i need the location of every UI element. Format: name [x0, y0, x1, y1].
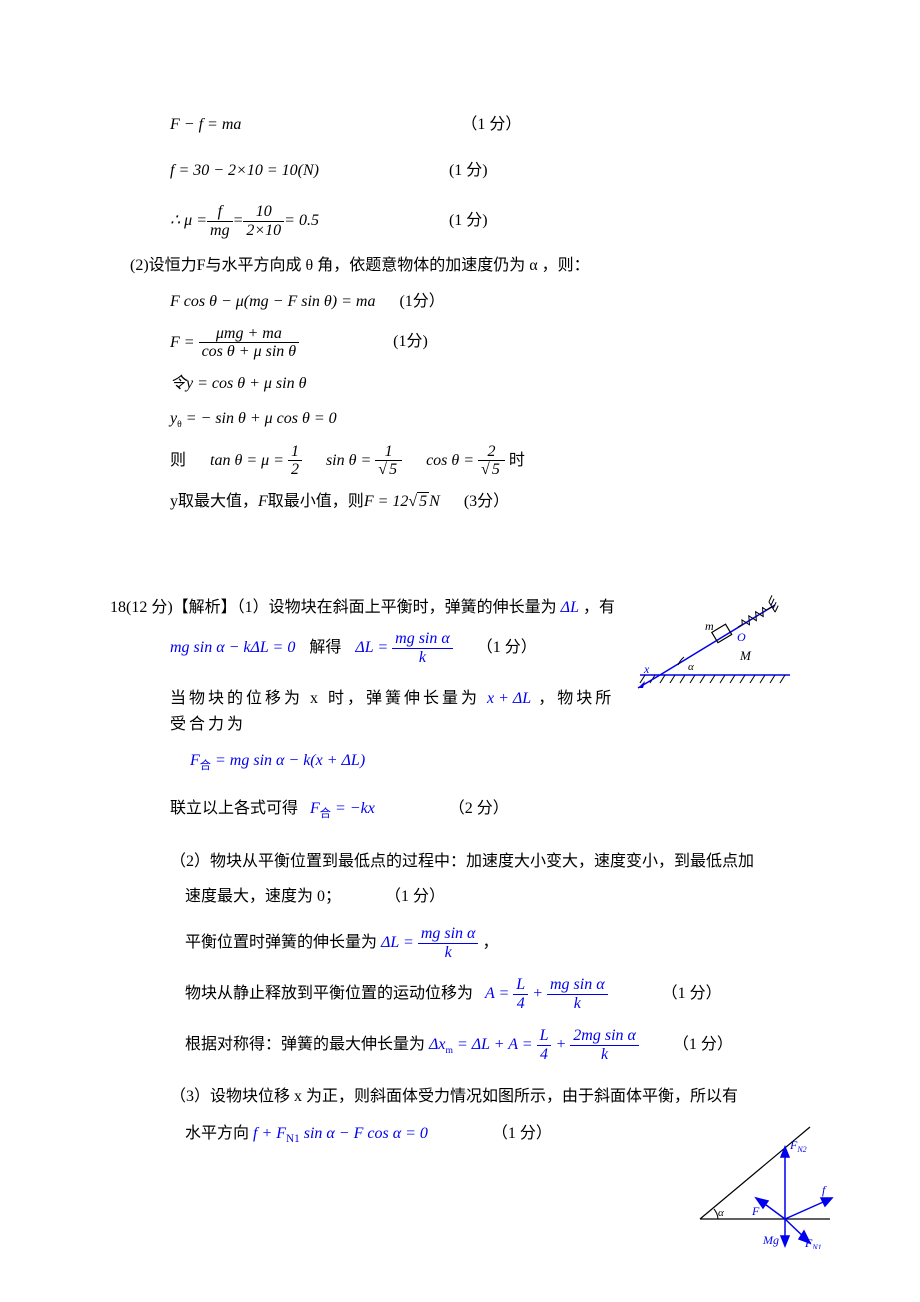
svg-text:F: F — [751, 1204, 760, 1218]
part2-eq5: 则 tan θ = μ = 12 sin θ = 1√5 cos θ = 2√5… — [170, 443, 800, 479]
formula: F − f = ma — [170, 112, 241, 138]
part2-eq2: F = μmg + ma cos θ + μ sin θ (1分) — [170, 325, 800, 361]
score: (1分） — [399, 293, 444, 310]
formula: f = 30 − 2×10 = 10(N) — [170, 158, 319, 184]
q18-p2-line2: 速度最大，速度为 0； （1 分） — [185, 884, 800, 910]
q18-header: 18(12 分)【解析】（1）设物块在斜面上平衡时，弹簧的伸长量为 — [110, 599, 557, 616]
q18-p2-eq1: 平衡位置时弹簧的伸长量为 ΔL = mg sin α k ， — [185, 925, 800, 961]
force-diagram: α FN2 f F Mg FN1 — [690, 1109, 840, 1249]
score: (1 分) — [449, 158, 488, 184]
score: (1 分) — [449, 208, 488, 234]
q18: α x m O M 18(12 分)【解析】（1）设物块在斜面上平衡时，弹簧的伸… — [110, 595, 800, 1150]
q18-p2-line1: （2）物块从平衡位置到最低点的过程中：加速度大小变大，速度变小，到最低点加 — [170, 849, 800, 875]
q18-p3-line1: （3）设物块位移 x 为正，则斜面体受力情况如图所示，由于斜面体平衡，所以有 — [170, 1084, 800, 1110]
frac-f-mg: f mg — [207, 203, 233, 239]
score: （1 分） — [461, 112, 521, 138]
frac-F: μmg + ma cos θ + μ sin θ — [199, 325, 300, 361]
svg-text:α: α — [688, 661, 694, 673]
eq-F-f-ma: F − f = ma （1 分） — [170, 112, 800, 138]
q18-p2-eq2: 物块从静止释放到平衡位置的运动位移为 A = L4 + mg sin αk （1… — [185, 976, 800, 1012]
q18-eq3: 联立以上各式可得 F合 = −kx （2 分） — [170, 796, 800, 824]
svg-text:x: x — [643, 662, 650, 676]
svg-text:M: M — [739, 648, 752, 663]
svg-text:FN2: FN2 — [789, 1138, 807, 1154]
part2-intro: (2)设恒力F与水平方向成 θ 角，依题意物体的加速度仍为 α ，则： — [130, 253, 800, 279]
part2-eq6: y取最大值，F取最小值，则F = 12√5N (3分） — [170, 489, 800, 515]
eq-f-calc: f = 30 − 2×10 = 10(N) (1 分) — [170, 158, 800, 184]
frac-10-20: 10 2×10 — [243, 203, 284, 239]
q18-eq2: F合 = mg sin α − k(x + ΔL) — [190, 748, 800, 776]
svg-text:O: O — [737, 630, 746, 644]
part2-eq3: 令y = cos θ + μ sin θ — [170, 371, 800, 397]
svg-text:m: m — [705, 619, 714, 633]
svg-text:f: f — [822, 1183, 827, 1197]
score: (3分） — [464, 493, 509, 510]
incline-diagram: α x m O M — [630, 595, 800, 690]
prefix: ∴ μ = — [170, 208, 207, 234]
score: (1分) — [393, 333, 428, 350]
q18-line2: 当物块的位移为 x 时，弹簧伸长量为 x + ΔL ，物块所受合力为 — [170, 686, 800, 737]
part2-eq4: yθ = − sin θ + μ cos θ = 0 — [170, 406, 800, 433]
eq-mu: ∴ μ = f mg = 10 2×10 = 0.5 (1 分) — [170, 203, 800, 239]
part2-eq1: F cos θ − μ(mg − F sin θ) = ma (1分） — [170, 289, 800, 315]
q18-p2-eq3: 根据对称得：弹簧的最大伸长量为 Δxm = ΔL + A = L4 + 2mg … — [185, 1027, 800, 1063]
svg-text:α: α — [718, 1207, 724, 1219]
svg-text:FN1: FN1 — [804, 1236, 822, 1249]
svg-text:Mg: Mg — [762, 1233, 779, 1247]
